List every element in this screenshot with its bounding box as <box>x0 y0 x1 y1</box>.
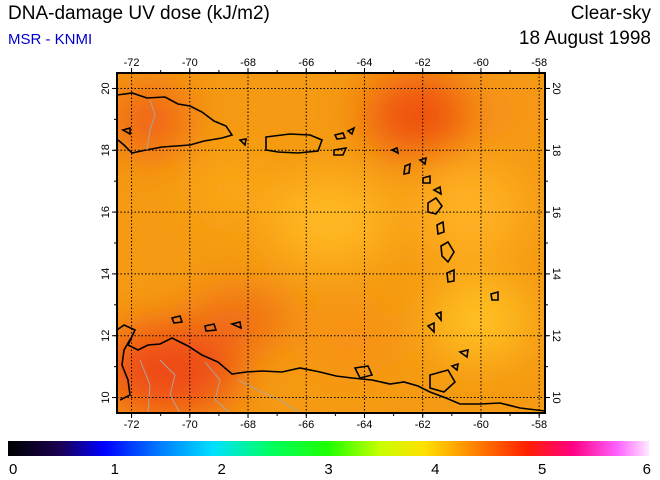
lon-label-bottom: -70 <box>182 419 198 431</box>
lon-label-top: -60 <box>473 57 489 69</box>
sky-condition-label: Clear-sky <box>570 3 651 24</box>
lon-label-bottom: -62 <box>415 419 431 431</box>
lon-label-top: -70 <box>182 57 198 69</box>
lat-label-right: 16 <box>550 206 562 218</box>
country-borders <box>139 99 301 413</box>
lon-label-top: -72 <box>124 57 140 69</box>
lat-label-right: 18 <box>550 144 562 156</box>
coastline-puerto-rico <box>265 133 324 154</box>
colorbar-label: 5 <box>538 461 546 478</box>
source-label: MSR - KNMI <box>8 31 93 48</box>
axis-labels: -72 -72 -70 -70 -68 -68 -66 -66 -64 -64 -62 -62 -60 -… <box>100 57 562 431</box>
lon-label-top: -66 <box>298 57 314 69</box>
lon-label-bottom: -68 <box>240 419 256 431</box>
lon-label-bottom: -58 <box>531 419 547 431</box>
lon-label-top: -64 <box>357 57 373 69</box>
lat-label-right: 14 <box>550 268 562 280</box>
lon-label-top: -68 <box>240 57 256 69</box>
lat-label-right: 10 <box>550 391 562 403</box>
lon-label-bottom: -60 <box>473 419 489 431</box>
lat-label-left: 10 <box>100 391 112 403</box>
colorbar-labels: 0 1 2 3 4 5 6 <box>9 461 651 478</box>
coastlines <box>117 92 545 412</box>
date-label: 18 August 1998 <box>518 28 651 49</box>
lat-label-right: 20 <box>550 82 562 94</box>
lon-label-top: -58 <box>531 57 547 69</box>
lon-label-bottom: -66 <box>298 419 314 431</box>
lon-label-bottom: -72 <box>124 419 140 431</box>
lat-label-left: 14 <box>100 268 112 280</box>
lat-label-left: 16 <box>100 206 112 218</box>
map-title: DNA-damage UV dose (kJ/m2) <box>8 3 270 24</box>
axis-ticks <box>112 68 550 418</box>
graticule <box>117 73 545 413</box>
colorbar-label: 4 <box>431 461 439 478</box>
coastline-venezuela <box>117 324 545 412</box>
colorbar-label: 6 <box>643 461 651 478</box>
colorbar <box>8 441 649 456</box>
colorbar-label: 1 <box>111 461 119 478</box>
lat-label-left: 18 <box>100 144 112 156</box>
lon-label-top: -62 <box>415 57 431 69</box>
lon-label-bottom: -64 <box>357 419 373 431</box>
lat-label-left: 20 <box>100 82 112 94</box>
lat-label-left: 12 <box>100 330 112 342</box>
lat-label-right: 12 <box>550 330 562 342</box>
colorbar-label: 0 <box>9 461 17 478</box>
uv-dose-field <box>117 73 545 413</box>
colorbar-label: 2 <box>217 461 225 478</box>
colorbar-label: 3 <box>324 461 332 478</box>
